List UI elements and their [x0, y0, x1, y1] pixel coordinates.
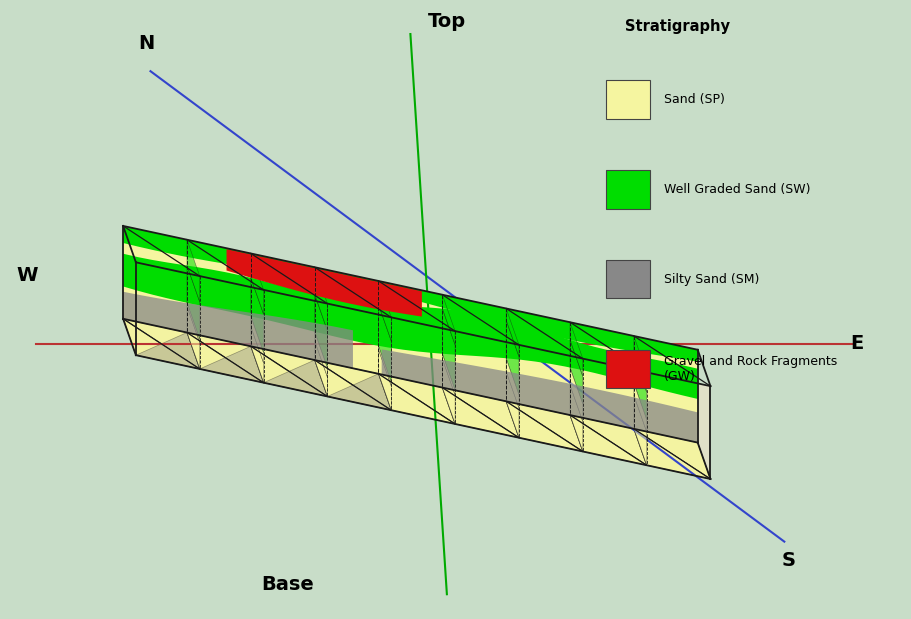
Polygon shape [251, 278, 263, 353]
Polygon shape [226, 249, 422, 316]
Polygon shape [187, 332, 263, 383]
Polygon shape [569, 385, 582, 451]
Polygon shape [569, 340, 582, 404]
Polygon shape [136, 262, 710, 479]
Polygon shape [378, 350, 391, 410]
Text: W: W [16, 266, 38, 285]
Polygon shape [633, 429, 710, 479]
Polygon shape [506, 401, 582, 451]
Polygon shape [506, 401, 582, 451]
Polygon shape [506, 308, 518, 357]
Polygon shape [123, 226, 697, 361]
Polygon shape [381, 349, 697, 443]
Polygon shape [314, 360, 391, 410]
Polygon shape [314, 332, 327, 377]
Text: Gravel and Rock Fragments
(GW): Gravel and Rock Fragments (GW) [663, 355, 836, 383]
Polygon shape [378, 281, 391, 341]
Polygon shape [251, 346, 327, 396]
Polygon shape [314, 360, 391, 410]
Polygon shape [633, 356, 646, 420]
FancyBboxPatch shape [606, 80, 650, 119]
Polygon shape [187, 240, 200, 302]
Polygon shape [569, 415, 646, 465]
Polygon shape [569, 368, 582, 422]
Polygon shape [633, 383, 646, 431]
Polygon shape [633, 396, 646, 465]
Polygon shape [200, 346, 263, 383]
Polygon shape [123, 319, 200, 369]
Polygon shape [442, 358, 455, 424]
Polygon shape [314, 267, 327, 331]
Polygon shape [314, 294, 327, 368]
Polygon shape [187, 306, 200, 369]
Polygon shape [442, 387, 518, 438]
Polygon shape [442, 295, 455, 345]
Polygon shape [251, 316, 263, 363]
Polygon shape [123, 292, 353, 368]
Polygon shape [123, 319, 200, 369]
Polygon shape [263, 360, 327, 396]
Polygon shape [442, 387, 518, 438]
Text: Base: Base [261, 576, 313, 594]
Text: Top: Top [427, 12, 466, 31]
FancyBboxPatch shape [606, 260, 650, 298]
FancyBboxPatch shape [606, 350, 650, 388]
Polygon shape [633, 429, 710, 479]
Text: Stratigraphy: Stratigraphy [624, 19, 729, 33]
Polygon shape [569, 415, 646, 465]
Polygon shape [251, 327, 263, 383]
Polygon shape [506, 320, 518, 395]
Polygon shape [378, 305, 391, 382]
Text: Well Graded Sand (SW): Well Graded Sand (SW) [663, 183, 810, 196]
Polygon shape [187, 303, 200, 342]
Polygon shape [633, 336, 646, 392]
Polygon shape [123, 226, 697, 443]
Text: E: E [850, 334, 863, 353]
Polygon shape [251, 346, 327, 396]
Polygon shape [327, 374, 391, 410]
Polygon shape [506, 371, 518, 438]
Polygon shape [442, 353, 455, 395]
FancyBboxPatch shape [606, 170, 650, 209]
Polygon shape [187, 332, 263, 383]
Polygon shape [378, 346, 391, 386]
Polygon shape [123, 319, 710, 479]
Polygon shape [314, 340, 327, 396]
Polygon shape [187, 266, 200, 339]
Text: Sand (SP): Sand (SP) [663, 93, 724, 106]
Polygon shape [136, 332, 200, 369]
Polygon shape [251, 253, 263, 314]
Polygon shape [378, 374, 455, 424]
Polygon shape [506, 358, 518, 408]
Text: N: N [138, 34, 154, 53]
Polygon shape [378, 374, 455, 424]
Text: S: S [781, 551, 795, 569]
Text: Silty Sand (SM): Silty Sand (SM) [663, 272, 759, 286]
Polygon shape [442, 308, 455, 390]
Polygon shape [123, 254, 697, 399]
Polygon shape [569, 322, 582, 376]
